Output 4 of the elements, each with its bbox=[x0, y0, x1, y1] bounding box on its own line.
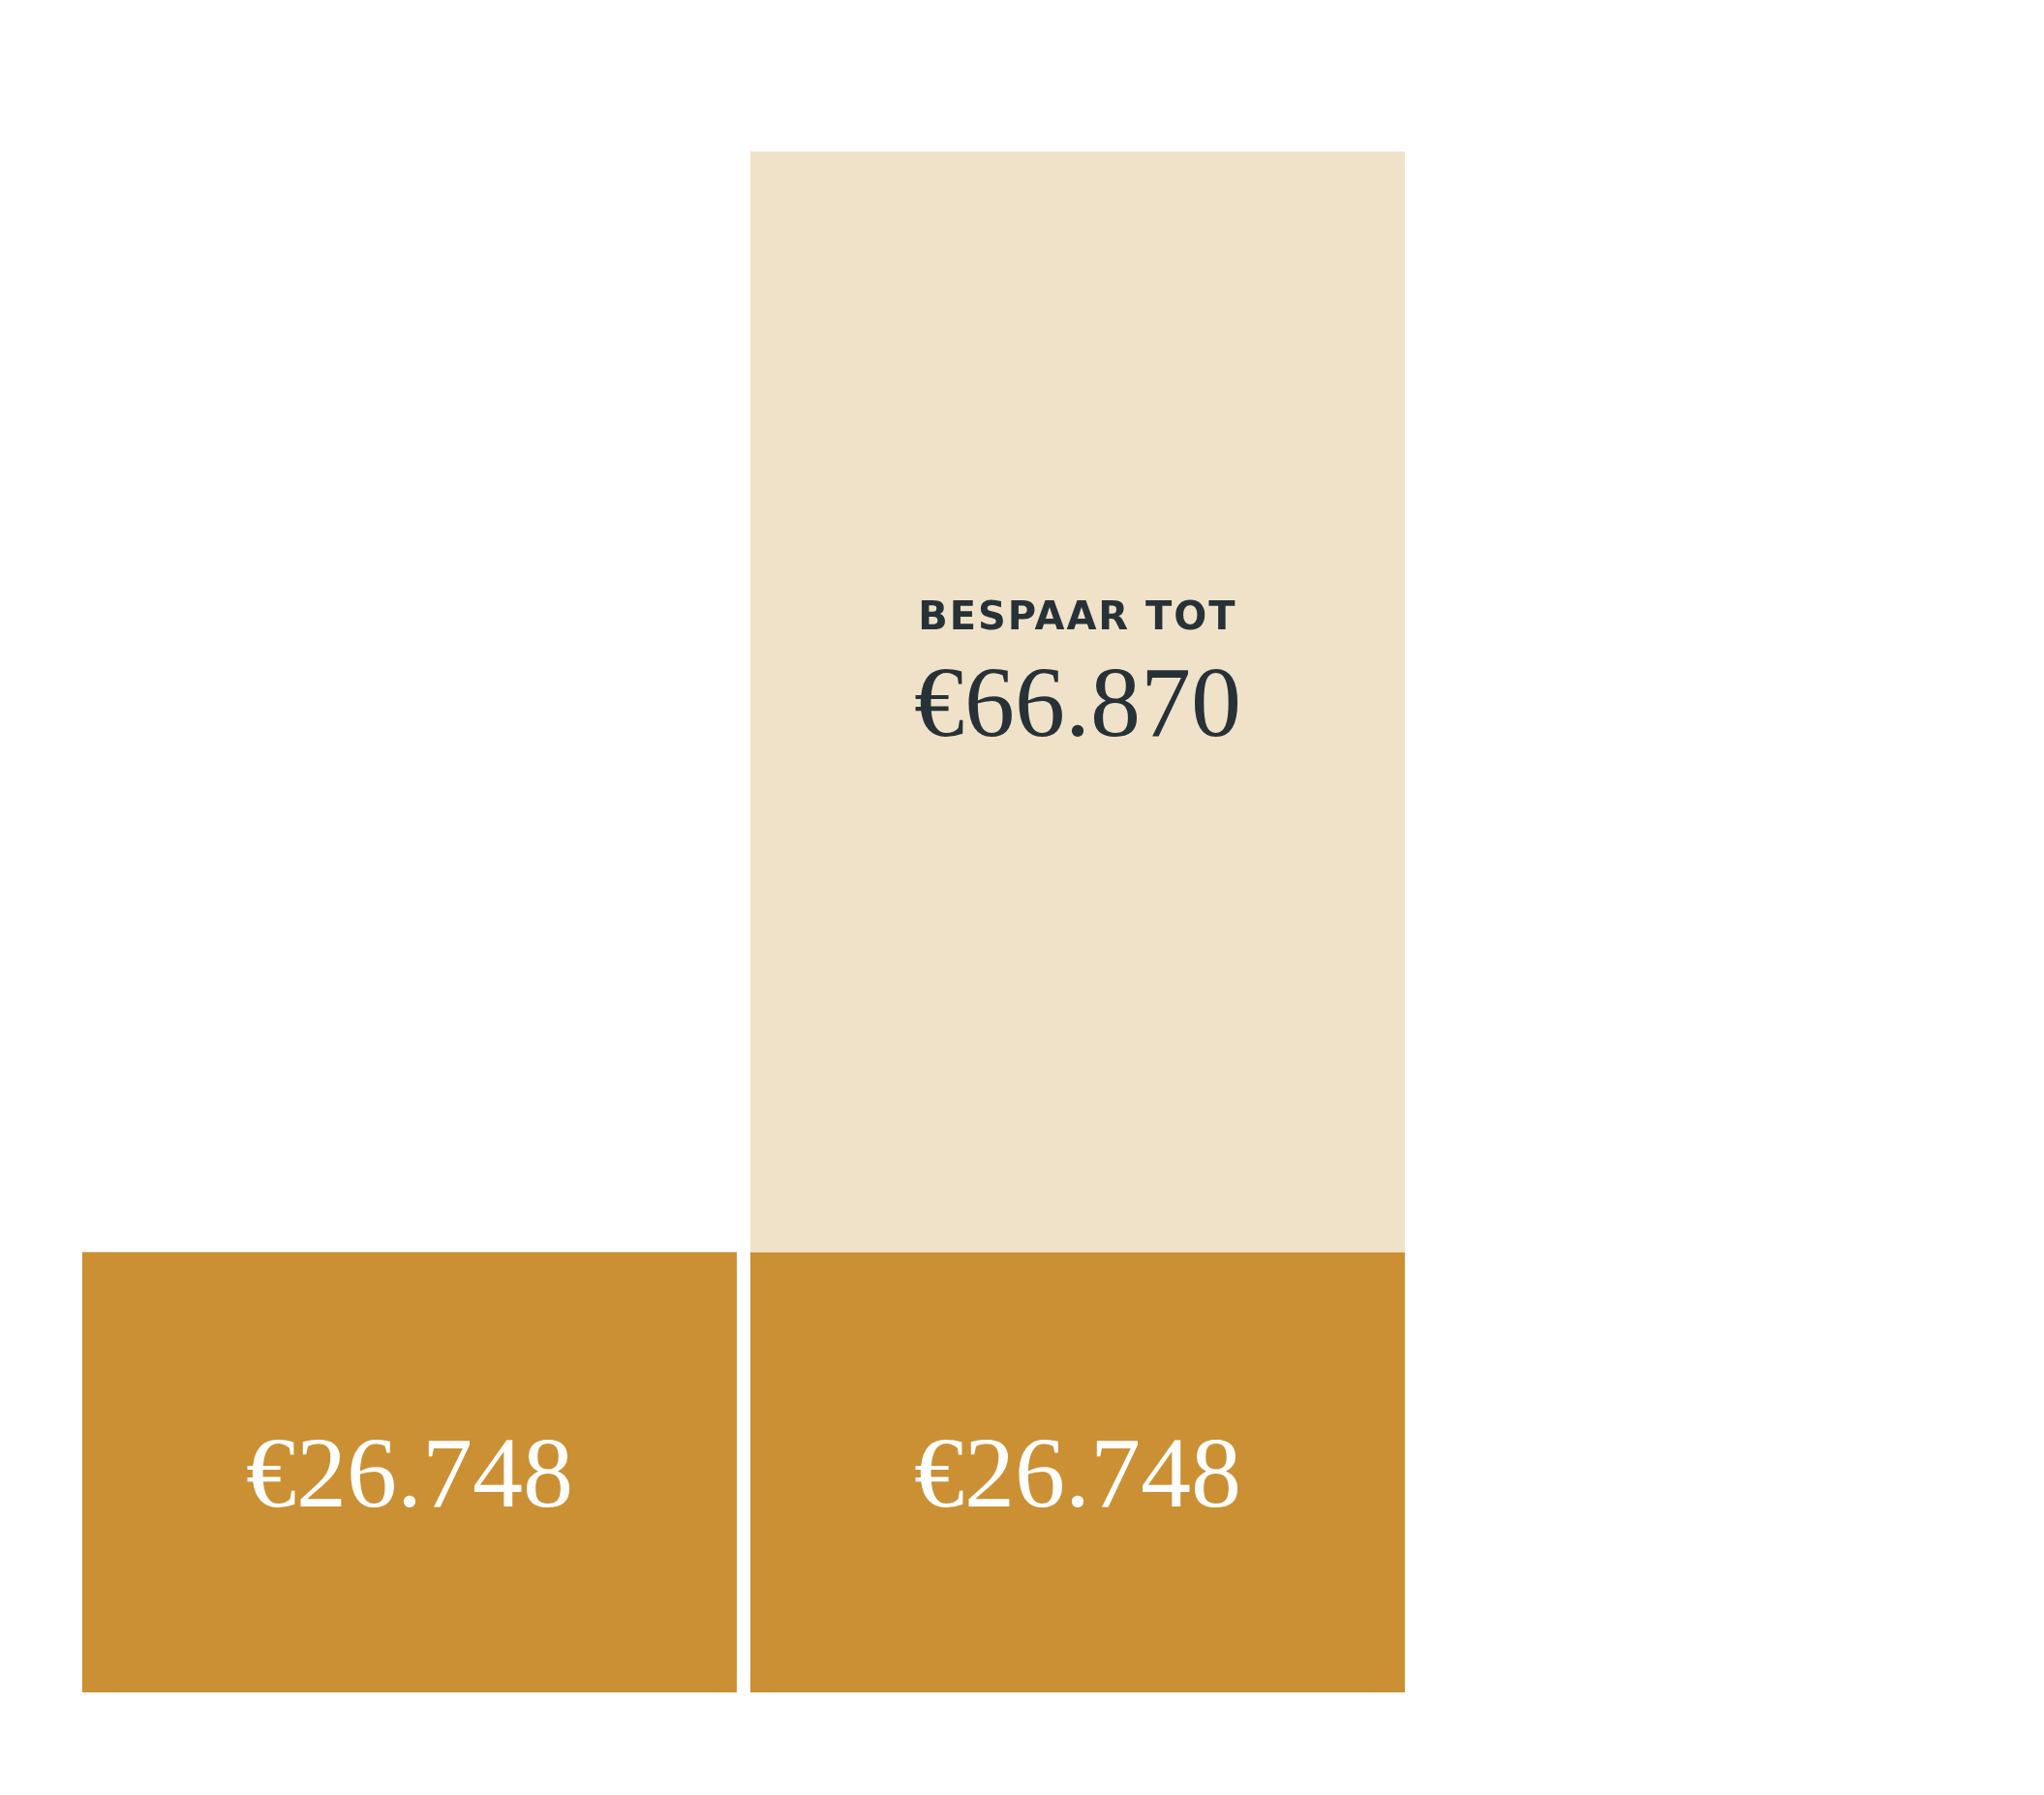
data-label: €66.870 bbox=[913, 645, 1241, 757]
data-label: €26.748 bbox=[245, 1415, 573, 1528]
data-label: €26.748 bbox=[913, 1415, 1241, 1528]
annotation: BESPAAR TOT bbox=[918, 593, 1237, 638]
